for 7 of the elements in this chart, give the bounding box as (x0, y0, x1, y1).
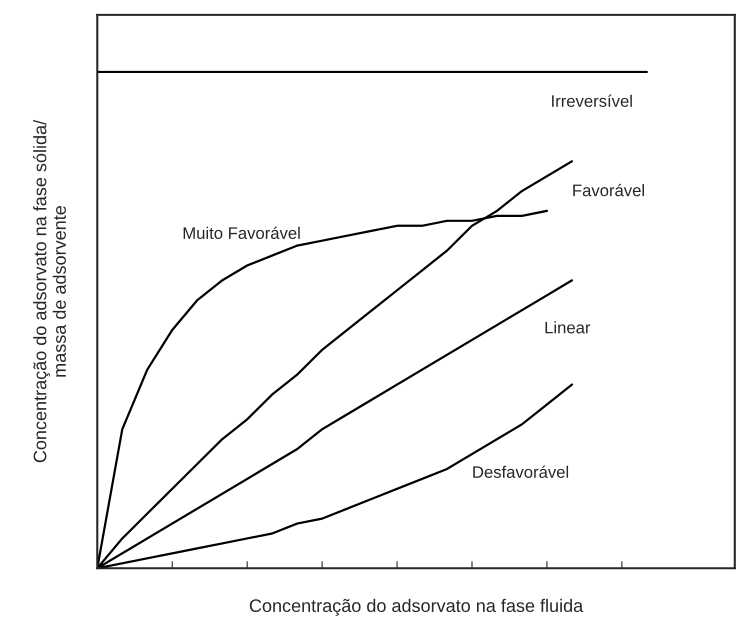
series-label: Desfavorável (473, 466, 568, 478)
x-axis-title: Concentração do adsorvato na fase fluida (250, 598, 584, 616)
y-axis-title: Concentração do adsorvato na fase sólida/ massa de adsorvente (32, 120, 66, 462)
series-label: Linear (546, 321, 590, 334)
series-label: Irreversível (552, 94, 632, 107)
series-label: Favorável (573, 184, 644, 196)
series-label: Muito Favorável (184, 226, 300, 240)
